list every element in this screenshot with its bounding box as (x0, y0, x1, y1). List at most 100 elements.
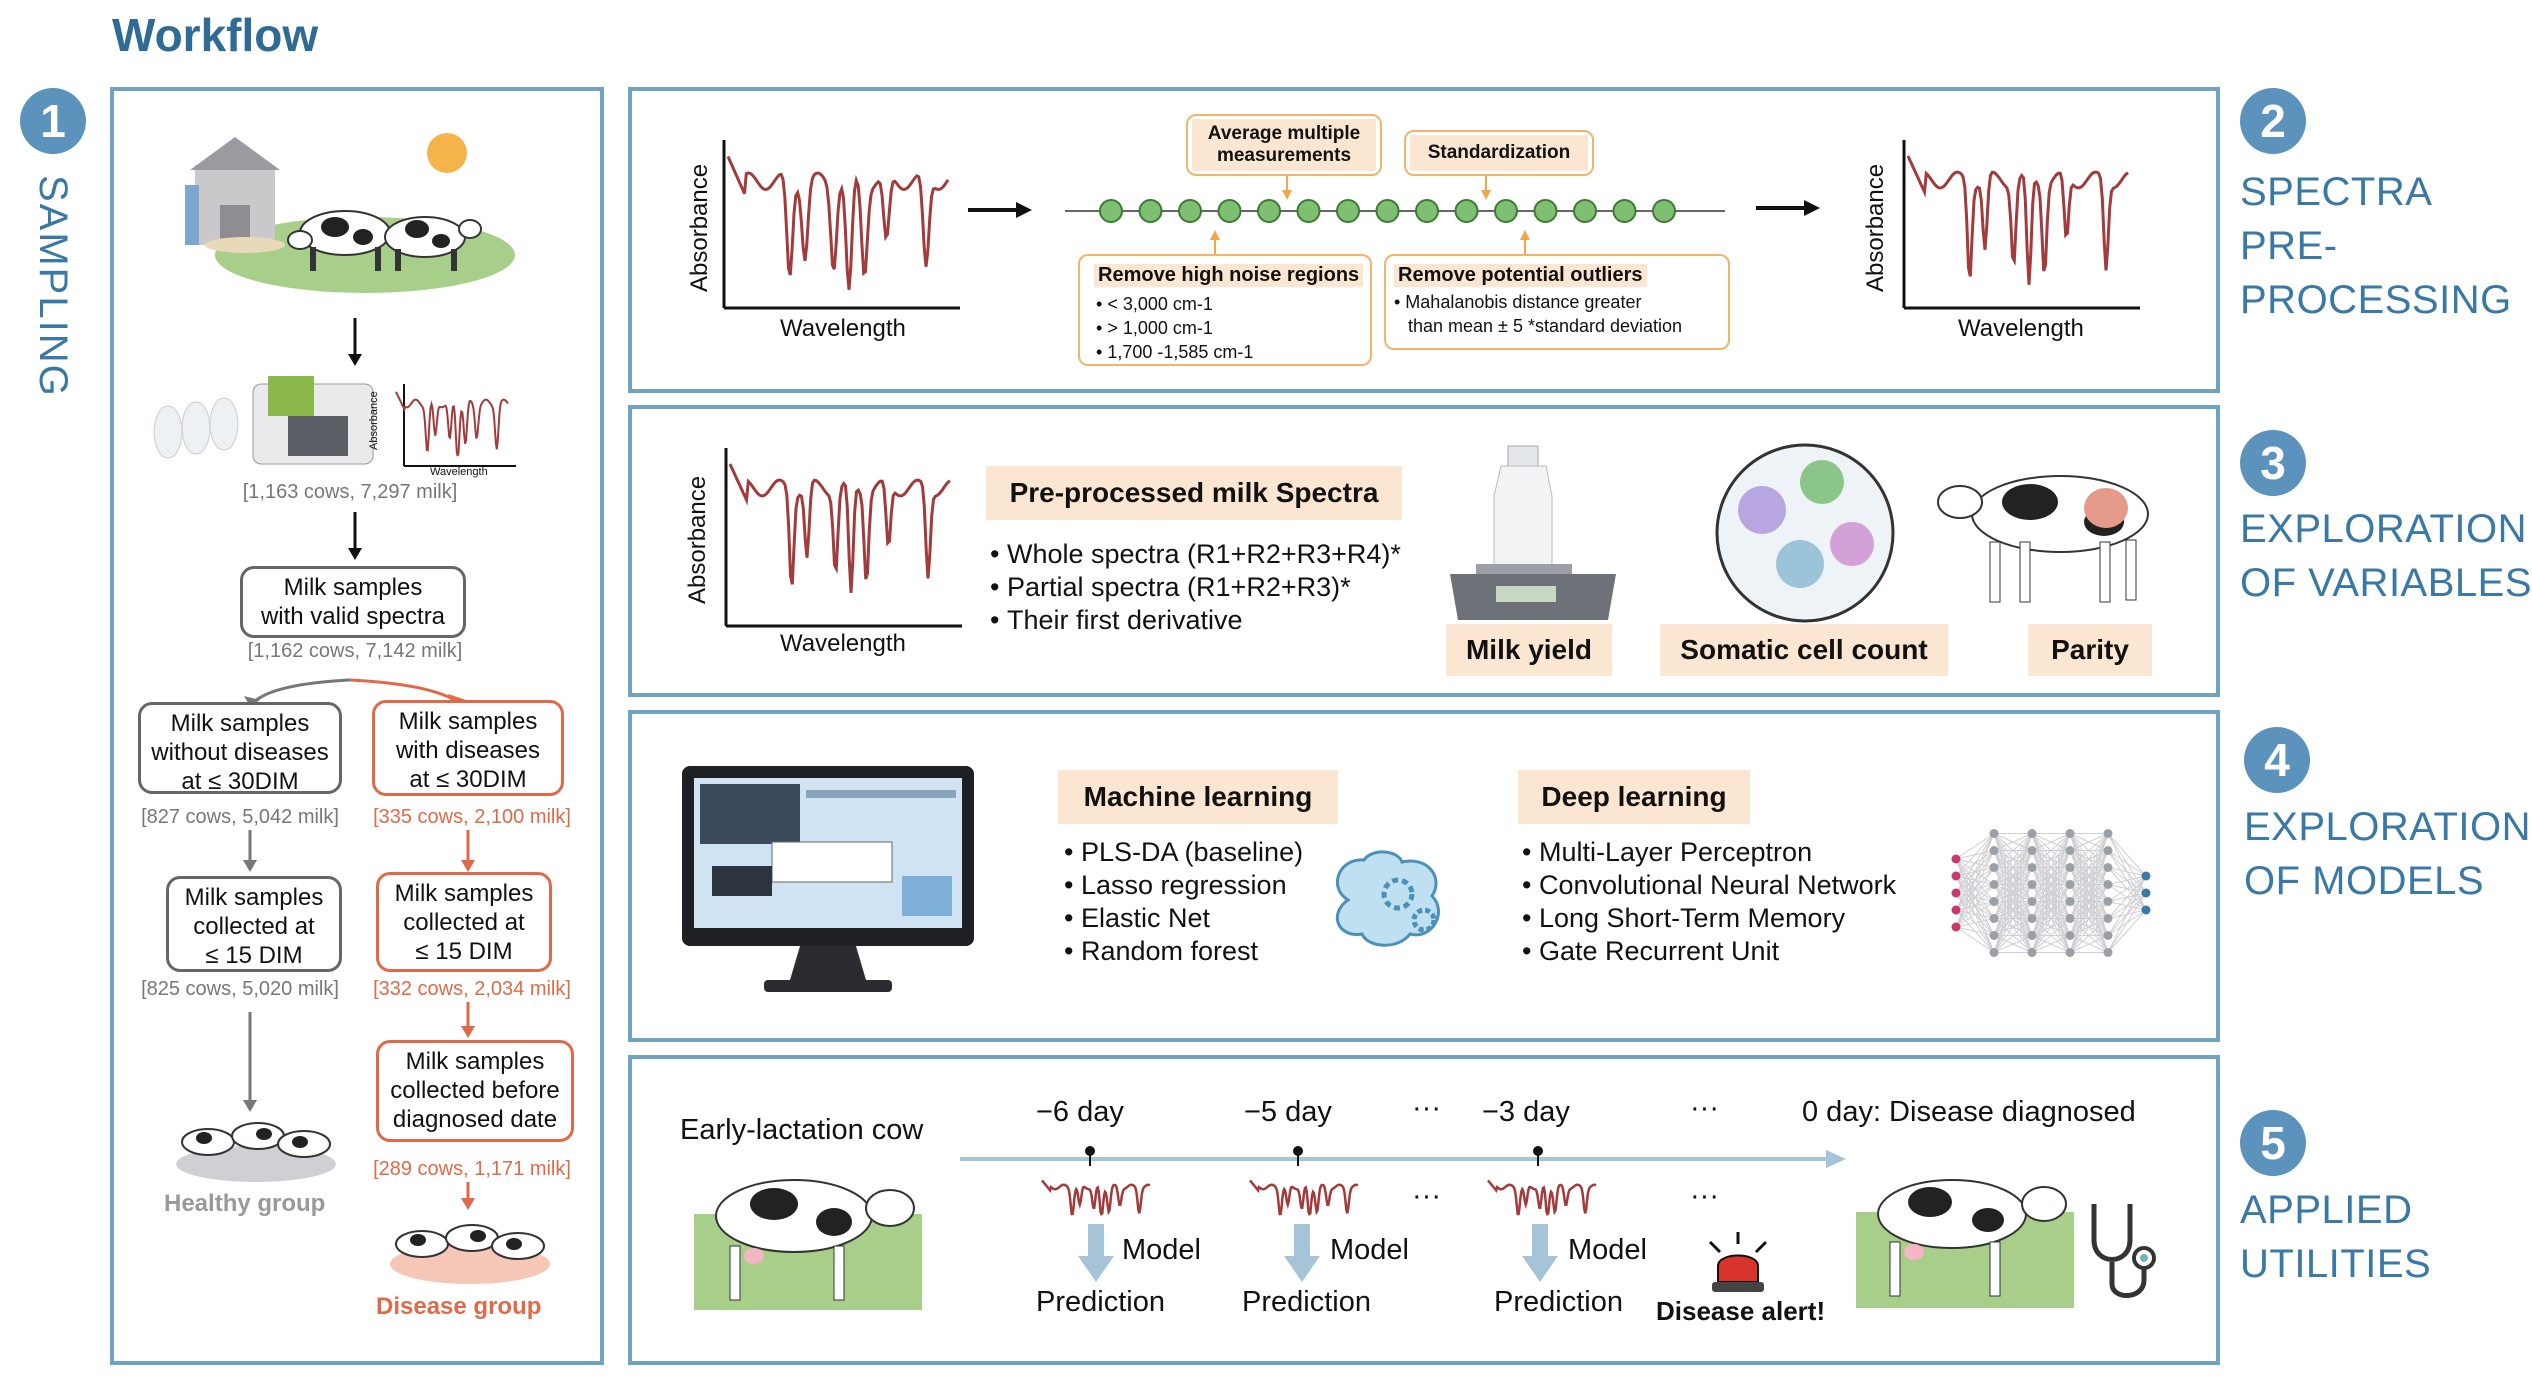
arrow-down-blue (1522, 1224, 1558, 1282)
section-2-label: SPECTRA PRE- PROCESSING (2240, 170, 2512, 322)
cow-icon (384, 216, 482, 271)
healthy-30dim-box: Milk samples without diseases at ≤ 30DIM (138, 702, 342, 795)
healthy-herd-illustration (176, 1122, 336, 1182)
disease-herd-illustration (390, 1224, 550, 1284)
nn-node (1951, 871, 1961, 881)
day-minus-5-label: −5 day (1244, 1096, 1332, 1128)
nn-node (2103, 863, 2113, 872)
pipeline-node (1415, 199, 1439, 223)
nn-node (2141, 905, 2151, 915)
cow-parity-illustration (1937, 475, 2149, 603)
count-healthy-30dim: [827 cows, 5,042 milk] (141, 806, 339, 828)
models-panel (628, 710, 2220, 1042)
outlier-removal-title: Remove potential outliers (1394, 264, 1647, 287)
arrow-down-gray (243, 830, 257, 872)
arrow-right (1756, 200, 1820, 216)
nn-node (2027, 931, 2037, 940)
section-4-label: EXPLORATION OF MODELS (2244, 805, 2532, 903)
raw-spectrum-xlabel: Wavelength (780, 315, 906, 342)
arrow-down-blue (1078, 1224, 1114, 1282)
healthy-group-label: Healthy group (164, 1190, 326, 1217)
deep-learning-title: Deep learning (1518, 770, 1750, 824)
siren-alert-icon (1708, 1232, 1768, 1292)
nn-node (2103, 846, 2113, 855)
raw-spectrum (722, 140, 960, 310)
prediction-label-2: Prediction (1242, 1286, 1371, 1318)
spectrum-day-minus-3 (1487, 1179, 1597, 1216)
section-4-number: 4 (2244, 727, 2310, 793)
pipeline-node (1652, 199, 1676, 223)
day-minus-3-label: −3 day (1482, 1096, 1570, 1128)
utilities-panel (628, 1055, 2220, 1365)
pipeline-node (1454, 199, 1479, 223)
mini-spectrum-ylabel: Absorbance (368, 391, 380, 450)
raw-spectrum-ylabel: Absorbance (686, 163, 713, 292)
farm-illustration (185, 133, 515, 293)
nn-node (2065, 829, 2075, 838)
processed-spectrum-ylabel: Absorbance (1862, 163, 1889, 292)
nn-node (2027, 829, 2037, 838)
nn-node (1989, 897, 1999, 906)
disease-before-diagnosis-box: Milk samples collected before diagnosed da… (376, 1040, 574, 1142)
arrow-down-red (461, 1182, 475, 1210)
somatic-cells-illustration (1715, 443, 1895, 623)
machine-learning-title: Machine learning (1058, 770, 1338, 824)
noise-removal-title: Remove high noise regions (1094, 264, 1364, 287)
pipeline-node (1099, 199, 1123, 223)
arrow-up-orange (1210, 230, 1220, 254)
nn-node (2103, 880, 2113, 889)
brain-gears-icon (1335, 850, 1440, 947)
disease-alert-label: Disease alert! (1656, 1296, 1826, 1326)
spectrum-day-minus-5 (1249, 1179, 1359, 1216)
model-label-3: Model (1568, 1234, 1647, 1266)
noise-removal-list: < 3,000 cm-1> 1,000 cm-11,700 -1,585 cm-… (1096, 292, 1253, 364)
day-minus-6-label: −6 day (1036, 1096, 1124, 1128)
nn-node (1951, 905, 1961, 915)
model-label-2: Model (1330, 1234, 1409, 1266)
processing-pipeline (1065, 199, 1725, 223)
section-1-label: SAMPLING (31, 175, 75, 398)
nn-node (2027, 880, 2037, 889)
milk-scale-illustration (1450, 445, 1616, 620)
pipeline-node (1375, 199, 1400, 223)
ellipsis-1: ··· (1412, 1092, 1441, 1124)
section-3-number: 3 (2240, 430, 2306, 496)
nn-node (2065, 914, 2075, 923)
disease-15dim-box: Milk samples collected at ≤ 15 DIM (376, 872, 552, 972)
pipeline-node (1336, 199, 1360, 223)
count-disease-before: [289 cows, 1,171 milk] (373, 1158, 571, 1180)
pipeline-node (1533, 199, 1558, 223)
count-disease-30dim: [335 cows, 2,100 milk] (373, 806, 571, 828)
nn-node (2027, 846, 2037, 855)
count-healthy-15dim: [825 cows, 5,020 milk] (141, 978, 339, 1000)
arrow-down-red (461, 830, 475, 872)
early-lactation-cow-illustration (694, 1179, 922, 1310)
nn-node (2065, 863, 2075, 872)
disease-group-label: Disease group (376, 1293, 542, 1320)
nn-node (2027, 914, 2037, 923)
nn-node (1989, 846, 1999, 855)
standardization-label: Standardization (1410, 135, 1588, 171)
nn-node (2103, 914, 2113, 923)
section-1-number: 1 (20, 88, 86, 154)
arrow-down (348, 512, 362, 560)
healthy-15dim-box: Milk samples collected at ≤ 15 DIM (166, 876, 342, 972)
nn-node (1989, 880, 1999, 889)
computer-monitor-illustration (682, 766, 974, 992)
mini-spectrum (395, 384, 516, 467)
nn-node (1989, 863, 1999, 872)
pipeline-node (1494, 199, 1518, 223)
count-valid: [1,162 cows, 7,142 milk] (247, 640, 463, 662)
average-measurements-label: Average multiple measurements (1192, 119, 1376, 171)
mini-spectrum-xlabel: Wavelength (430, 466, 488, 478)
nn-node (2103, 829, 2113, 838)
arrow-down-red (461, 1002, 475, 1038)
spectra-list: Whole spectra (R1+R2+R3+R4)*Partial spec… (990, 538, 1401, 637)
nn-node (2027, 863, 2037, 872)
arrow-down (348, 318, 362, 366)
nn-node (1989, 829, 1999, 838)
nn-node (1951, 888, 1961, 898)
variables-spectrum-xlabel: Wavelength (780, 630, 906, 657)
section-5-label: APPLIED UTILITIES (2240, 1188, 2432, 1286)
pipeline-node (1573, 199, 1597, 223)
